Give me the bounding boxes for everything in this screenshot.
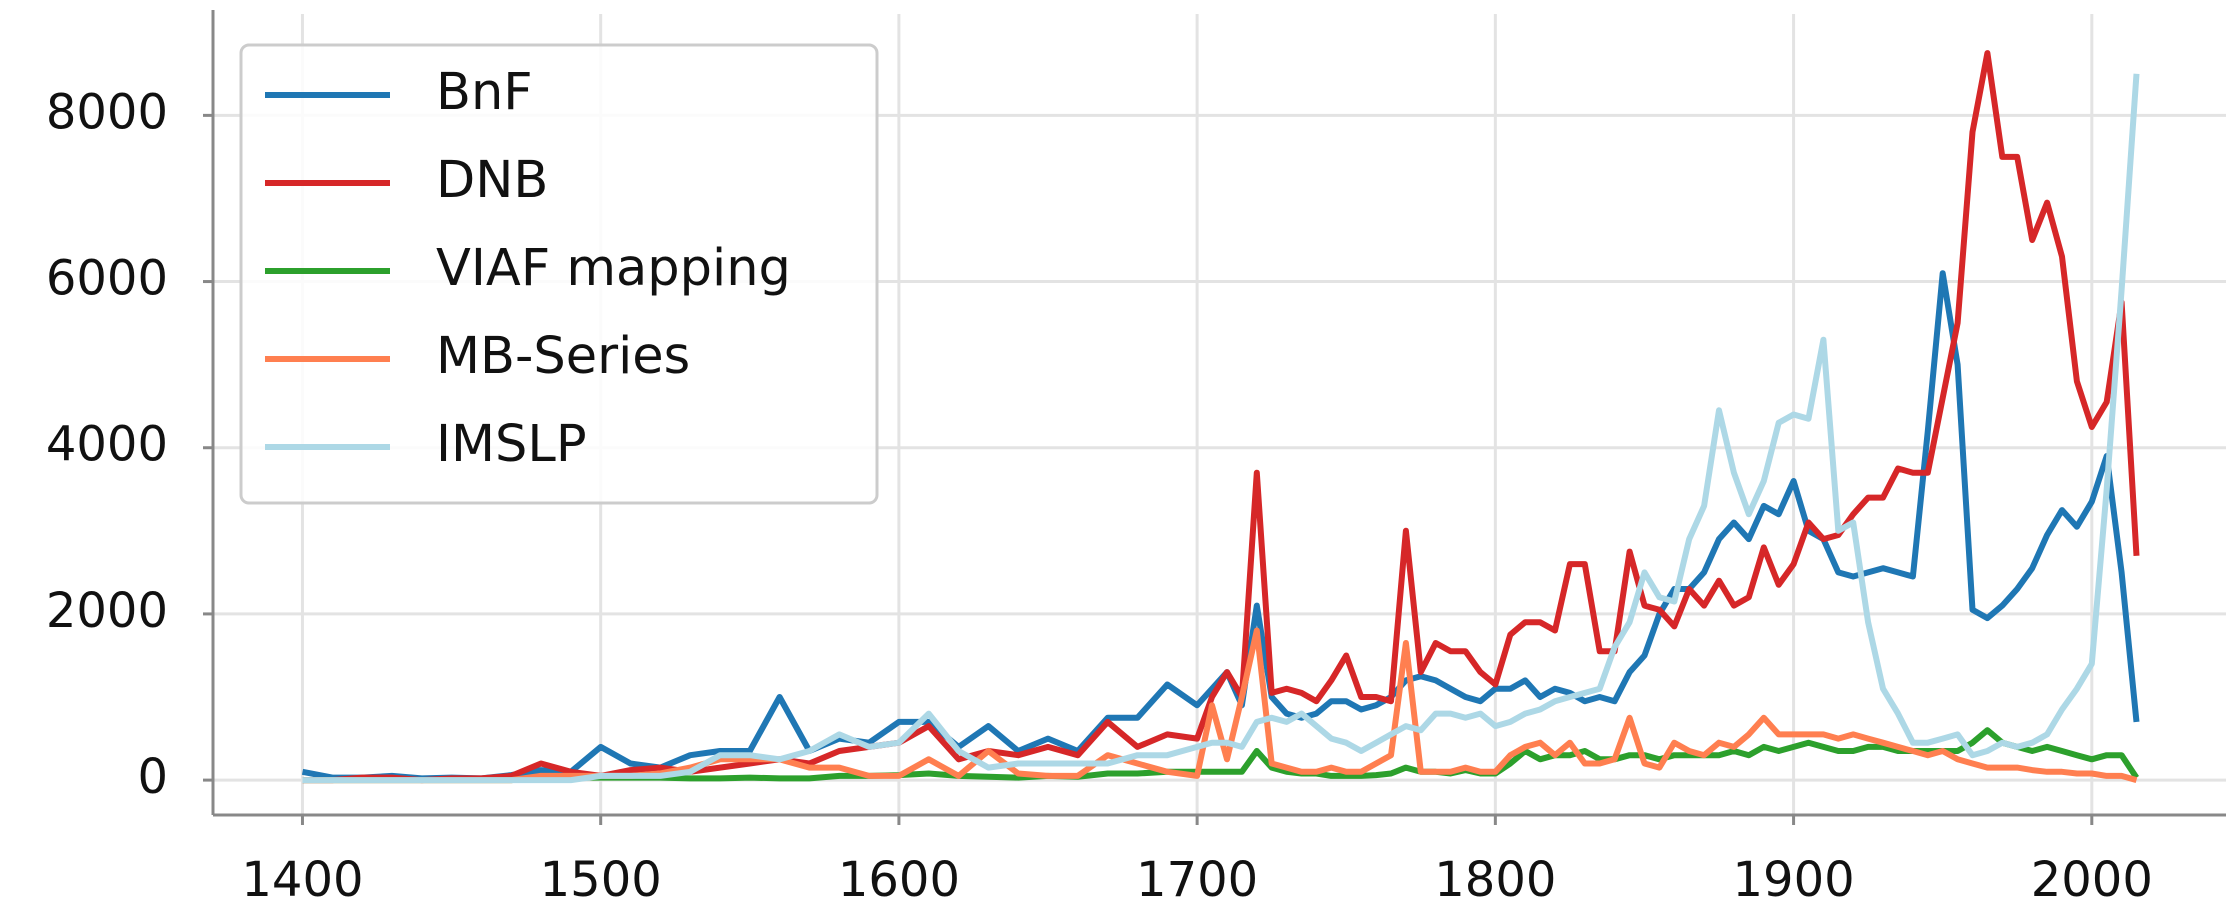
- y-tick-label: 0: [137, 749, 168, 805]
- x-tick-label: 1500: [540, 852, 662, 908]
- legend: BnF DNB VIAF mapping MB-Series IMSLP: [239, 43, 879, 505]
- legend-label: DNB: [436, 151, 548, 210]
- legend-label: MB-Series: [436, 327, 690, 386]
- series-line: [301, 270, 2140, 782]
- legend-label: IMSLP: [436, 415, 587, 474]
- x-tick-label: 2000: [2031, 852, 2153, 908]
- y-tick-label: 2000: [46, 583, 168, 639]
- x-tick-label: 1600: [838, 852, 960, 908]
- y-tick-label: 6000: [46, 251, 168, 307]
- legend-label: VIAF mapping: [436, 239, 791, 298]
- x-tick-label: 1700: [1136, 852, 1258, 908]
- y-tick-label: 8000: [46, 84, 168, 140]
- legend-box: [239, 43, 879, 505]
- y-tick-label: 4000: [46, 417, 168, 473]
- x-tick-label: 1900: [1732, 852, 1854, 908]
- legend-label: BnF: [436, 63, 533, 122]
- x-tick-label: 1400: [241, 852, 363, 908]
- series-line: [302, 627, 2138, 784]
- x-tick-label: 1800: [1434, 852, 1556, 908]
- series-line: [302, 73, 2140, 784]
